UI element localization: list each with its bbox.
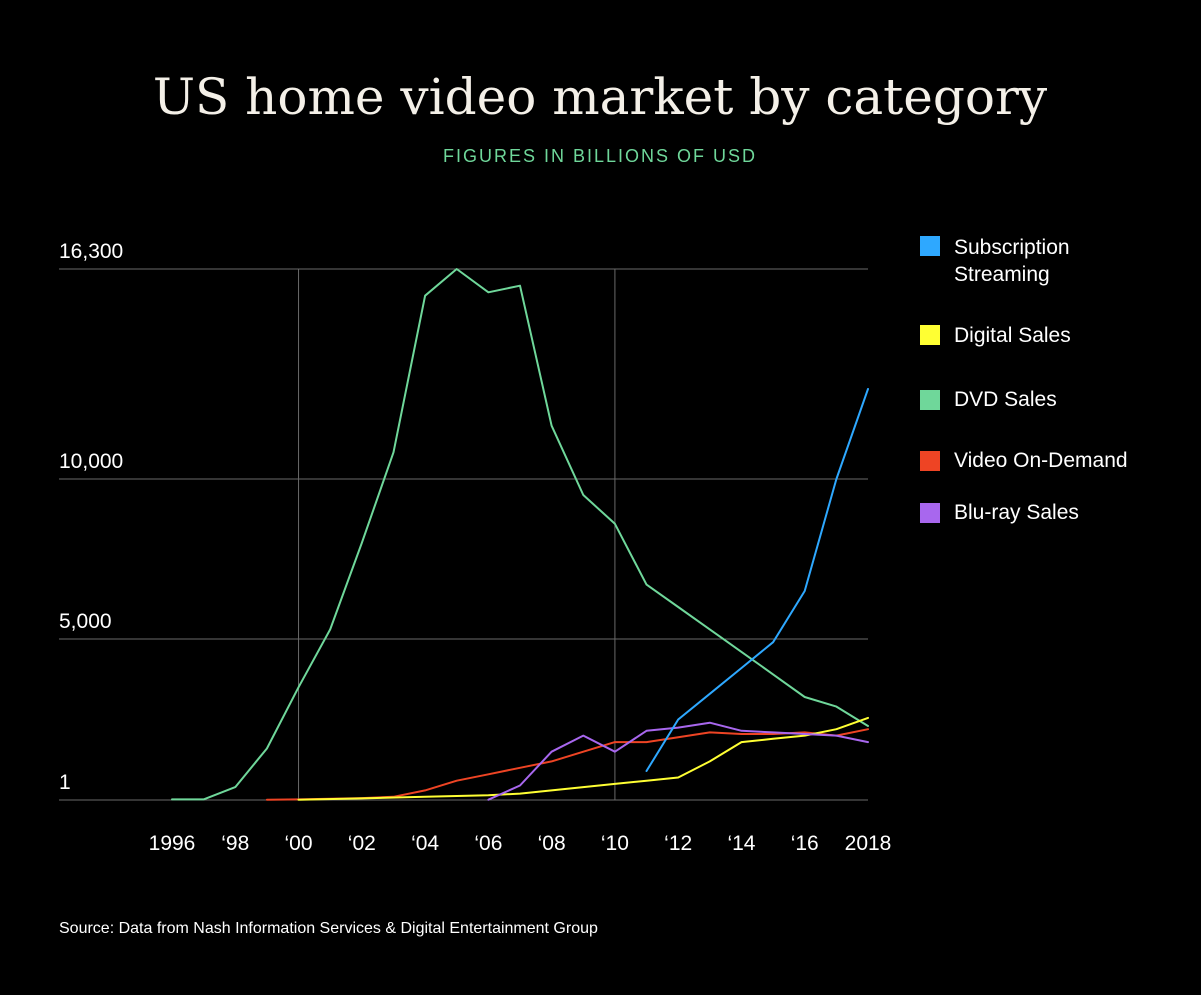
series-line-digital-sales bbox=[297, 716, 869, 801]
source-note: Source: Data from Nash Information Servi… bbox=[59, 920, 598, 937]
legend-label-digital-sales: Digital Sales bbox=[954, 324, 1071, 347]
chart-title: US home video market by category bbox=[153, 68, 1048, 126]
series-line-blu-ray-sales bbox=[487, 721, 869, 801]
legend-label-subscription-streaming: Subscription Streaming bbox=[954, 236, 1070, 286]
legend-swatch-subscription-streaming bbox=[920, 236, 940, 256]
legend-label-blu-ray-sales: Blu-ray Sales bbox=[954, 501, 1079, 524]
x-tick-label: ‘02 bbox=[348, 832, 376, 855]
x-tick-label: ‘12 bbox=[664, 832, 692, 855]
legend-label-dvd-sales: DVD Sales bbox=[954, 388, 1057, 411]
series-line-subscription-streaming bbox=[645, 388, 869, 772]
legend-swatch-blu-ray-sales bbox=[920, 503, 940, 523]
y-axis-ticks: 16,300 10,000 5,000 1 bbox=[59, 240, 123, 794]
chart-subtitle: FIGURES IN BILLIONS OF USD bbox=[443, 146, 757, 166]
legend-label-video-on-demand: Video On-Demand bbox=[954, 449, 1128, 472]
y-tick-label: 10,000 bbox=[59, 450, 123, 473]
legend-swatch-video-on-demand bbox=[920, 451, 940, 471]
y-tick-label: 1 bbox=[59, 771, 71, 794]
series-layer bbox=[171, 268, 869, 801]
x-tick-label: ‘16 bbox=[791, 832, 819, 855]
x-axis-ticks: 1996 ‘98 ‘00 ‘02 ‘04 ‘06 ‘08 ‘10 ‘12 ‘14 ‘16 2018 bbox=[149, 832, 892, 855]
x-tick-label: ‘04 bbox=[411, 832, 439, 855]
y-tick-label: 5,000 bbox=[59, 610, 112, 633]
legend-swatch-digital-sales bbox=[920, 325, 940, 345]
legend-swatch-dvd-sales bbox=[920, 390, 940, 410]
x-tick-label: ‘14 bbox=[727, 832, 755, 855]
x-tick-label: ‘06 bbox=[474, 832, 502, 855]
x-tick-label: 2018 bbox=[845, 832, 892, 855]
x-tick-label: ‘98 bbox=[221, 832, 249, 855]
x-tick-label: ‘08 bbox=[538, 832, 566, 855]
y-tick-label: 16,300 bbox=[59, 240, 123, 263]
x-tick-label: ‘10 bbox=[601, 832, 629, 855]
x-tick-label: ‘00 bbox=[285, 832, 313, 855]
legend: Subscription Streaming Digital Sales DVD Sa… bbox=[920, 236, 1128, 524]
x-tick-label: 1996 bbox=[149, 832, 196, 855]
